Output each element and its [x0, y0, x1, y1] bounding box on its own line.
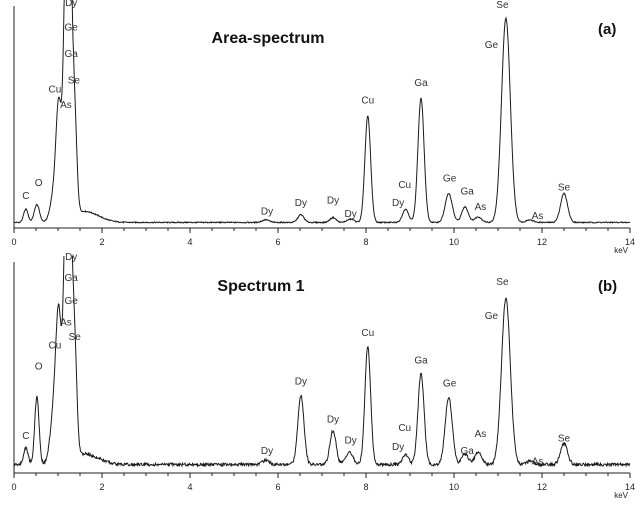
x-tick-label: 8 [363, 482, 368, 492]
peak-element-label: O [35, 362, 43, 373]
panel-a: Area-spectrum (a) keV 0 2 4 6 8 10 12 14 CO Cu As D… [11, 0, 635, 255]
peak-element-label: Ge [485, 311, 499, 322]
peak-element-label: Ga [65, 49, 79, 60]
peak-element-label: Ge [485, 40, 499, 51]
peak-element-label: As [532, 211, 544, 222]
peak-element-label: Dy [327, 414, 339, 425]
x-tick-label: 10 [449, 482, 459, 492]
peak-element-label: Se [558, 433, 571, 444]
peak-element-label: Se [68, 76, 81, 87]
peak-element-label: As [475, 429, 487, 440]
peak-element-label: Cu [398, 180, 411, 191]
x-tick-label: 2 [99, 482, 104, 492]
peak-element-label: Ga [461, 187, 475, 198]
peak-element-label: Cu [361, 328, 374, 339]
x-tick-label: 6 [275, 237, 280, 247]
peak-element-label: Se [496, 277, 509, 288]
x-tick-label: 8 [363, 237, 368, 247]
panel-b: Spectrum 1 (b) keV 0 2 4 6 8 10 12 14 C O Cu As Dy Ga… [11, 252, 635, 500]
peak-element-label: Cu [361, 96, 374, 107]
peak-element-label: Ge [65, 296, 79, 307]
peak-element-label: Dy [261, 207, 273, 218]
peak-element-label: Dy [344, 435, 356, 446]
peak-element-label: Ge [443, 378, 457, 389]
peak-element-label: Ga [414, 355, 428, 366]
panel-label: (b) [598, 278, 617, 295]
x-tick-label: 4 [187, 482, 192, 492]
peak-element-label: As [60, 100, 72, 111]
panel-title: Spectrum 1 [217, 278, 304, 295]
peak-element-label: Se [496, 0, 509, 11]
peak-element-label: As [475, 202, 487, 213]
spectrum-line [14, 256, 631, 468]
peak-element-label: Dy [65, 252, 77, 263]
x-tick-label: 10 [449, 237, 459, 247]
peak-element-label: Dy [344, 209, 356, 220]
peak-element-label: Dy [327, 196, 339, 207]
peak-element-label: C [22, 431, 29, 442]
peak-element-label: C [22, 191, 29, 202]
x-tick-label: 6 [275, 482, 280, 492]
peak-element-label: Ge [443, 173, 457, 184]
peak-element-label: Dy [295, 376, 307, 387]
peak-element-label: Cu [49, 341, 62, 352]
panel-title: Area-spectrum [212, 30, 325, 47]
peak-element-label: Dy [392, 198, 404, 209]
peak-element-label: As [60, 317, 72, 328]
x-tick-label: 14 [625, 237, 635, 247]
x-tick-label: 12 [537, 237, 547, 247]
panel-label: (a) [598, 21, 616, 38]
peak-element-label: Ga [65, 273, 79, 284]
x-axis-unit: keV [614, 491, 628, 500]
peak-element-label: Cu [49, 85, 62, 96]
peak-element-label: Dy [65, 0, 77, 9]
peak-element-label: Cu [398, 423, 411, 434]
peak-element-label: Dy [392, 442, 404, 453]
x-tick-label: 14 [625, 482, 635, 492]
x-tick-label: 12 [537, 482, 547, 492]
peak-element-label: Ge [65, 22, 79, 33]
peak-element-label: O [35, 178, 43, 189]
peak-element-label: Se [69, 332, 82, 343]
peak-element-label: Dy [261, 446, 273, 457]
spectrum-line [14, 0, 631, 225]
x-tick-label: 0 [11, 237, 16, 247]
peak-element-label: Se [558, 182, 571, 193]
peak-element-label: Ga [461, 446, 475, 457]
x-axis-unit: keV [614, 246, 628, 255]
x-tick-label: 2 [99, 237, 104, 247]
peak-element-label: Dy [295, 198, 307, 209]
peak-element-label: Ga [414, 78, 428, 89]
x-tick-label: 4 [187, 237, 192, 247]
peak-element-label: As [532, 457, 544, 468]
x-tick-label: 0 [11, 482, 16, 492]
